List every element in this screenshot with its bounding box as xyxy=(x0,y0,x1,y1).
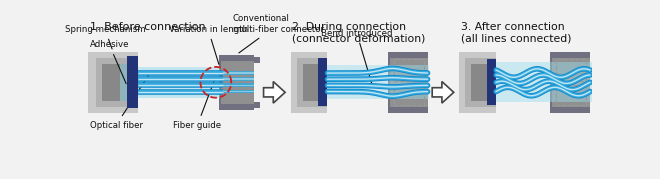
Bar xyxy=(471,64,488,101)
Bar xyxy=(221,77,254,81)
Bar xyxy=(127,56,138,108)
Bar xyxy=(393,59,424,81)
Bar xyxy=(465,58,496,107)
Bar xyxy=(387,52,428,113)
Bar xyxy=(552,58,590,107)
Bar xyxy=(102,64,131,101)
Bar xyxy=(221,72,254,74)
Bar xyxy=(221,83,254,87)
Text: Conventional
multi-fiber connector: Conventional multi-fiber connector xyxy=(233,14,324,53)
Text: Spring mechanism: Spring mechanism xyxy=(65,25,145,49)
Bar xyxy=(556,85,586,105)
Bar xyxy=(556,59,586,81)
Bar xyxy=(487,59,496,105)
Bar xyxy=(390,58,428,107)
Polygon shape xyxy=(263,82,285,103)
Bar xyxy=(253,101,260,108)
Bar xyxy=(393,85,424,105)
Text: 2. During connection
(connector deformation): 2. During connection (connector deformat… xyxy=(292,22,426,44)
Bar xyxy=(459,52,496,113)
Bar xyxy=(221,85,254,86)
Bar xyxy=(303,64,320,101)
Bar xyxy=(318,58,327,106)
Text: Variation in length: Variation in length xyxy=(168,25,248,64)
Text: Fiber guide: Fiber guide xyxy=(174,81,221,130)
Bar xyxy=(253,57,260,63)
Bar xyxy=(119,64,127,101)
Bar xyxy=(221,71,254,75)
Text: Optical fiber: Optical fiber xyxy=(90,72,150,130)
Text: 1. Before connection: 1. Before connection xyxy=(90,22,205,32)
Bar xyxy=(96,58,138,107)
Text: 3. After connection
(all lines connected): 3. After connection (all lines connected… xyxy=(461,22,571,44)
Bar xyxy=(221,78,254,80)
Bar xyxy=(221,90,254,93)
Text: Bend introduced: Bend introduced xyxy=(321,29,393,87)
Bar xyxy=(550,52,590,113)
Bar xyxy=(326,65,429,99)
Bar xyxy=(137,67,220,98)
Bar xyxy=(221,61,254,104)
Bar xyxy=(494,62,591,102)
Bar xyxy=(297,58,327,107)
Bar xyxy=(219,55,254,110)
Bar xyxy=(221,91,254,92)
Bar xyxy=(290,52,327,113)
Bar xyxy=(88,52,138,113)
Text: Adhesive: Adhesive xyxy=(90,40,129,84)
Polygon shape xyxy=(432,82,454,103)
